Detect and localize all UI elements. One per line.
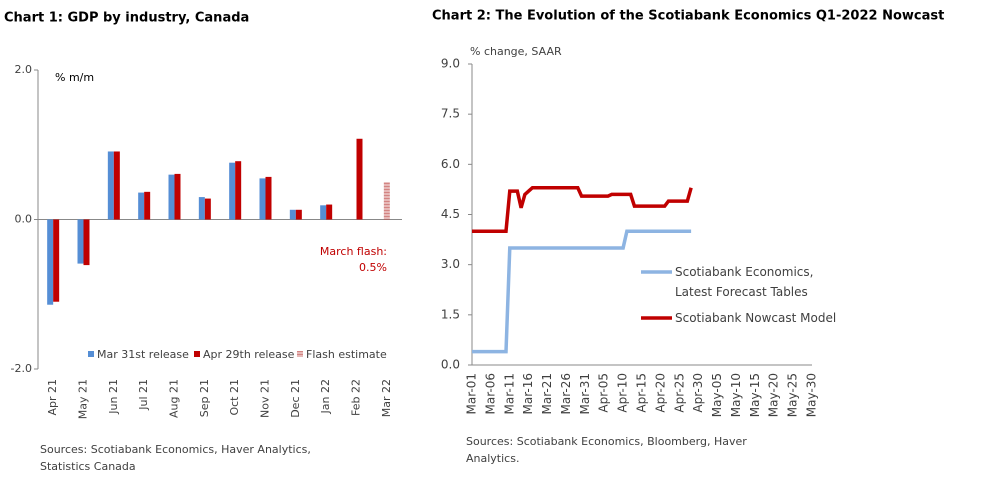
chart-title: Chart 2: The Evolution of the Scotiabank… — [432, 9, 944, 24]
x-tick-label: Mar-31 — [578, 373, 592, 414]
legend-swatch — [297, 351, 303, 357]
bar — [320, 205, 327, 220]
x-tick-label: Mar-26 — [559, 373, 573, 414]
source: Sources: Scotiabank Economics, Bloomberg… — [466, 435, 747, 465]
x-tick-label: Apr-30 — [691, 373, 705, 413]
bar — [174, 173, 181, 220]
legend-label: Mar 31st release — [97, 348, 189, 361]
x-tick-label: Sep 21 — [198, 379, 211, 417]
y-tick-label: 1.5 — [441, 307, 460, 321]
y-tick-label: 3.0 — [441, 257, 460, 271]
axis-label: % change, SAAR — [470, 45, 562, 58]
y-tick-label: 6.0 — [441, 157, 460, 171]
y-tick-label: 2.0 — [15, 63, 33, 76]
bar — [356, 138, 363, 220]
y-tick-label: 9.0 — [441, 57, 460, 71]
x-tick-label: Jul 21 — [137, 379, 150, 411]
x-tick-label: Aug 21 — [168, 379, 181, 418]
x-tick-label: Feb 22 — [350, 379, 363, 416]
x-tick-label: Mar-21 — [540, 373, 554, 414]
x-tick-label: Mar-11 — [502, 373, 516, 414]
y-tick-label: 7.5 — [441, 107, 460, 121]
bar — [138, 192, 145, 220]
bar — [235, 161, 242, 220]
x-tick-label: Apr 21 — [46, 379, 59, 416]
annotation: 0.5% — [359, 261, 387, 274]
x-tick-label: Apr-10 — [616, 373, 630, 413]
annotation: March flash: — [320, 245, 387, 258]
legend-label: Scotiabank Economics, Latest Forecast Ta… — [675, 265, 814, 299]
x-tick-label: Mar-01 — [465, 373, 479, 414]
legend-label: Scotiabank Nowcast Model — [675, 311, 837, 325]
bar — [107, 151, 114, 220]
bar — [144, 191, 151, 220]
x-tick-label: Mar-16 — [521, 373, 535, 414]
x-tick-label: Apr-25 — [672, 373, 686, 413]
bar — [47, 219, 54, 305]
x-tick-label: Mar-06 — [483, 373, 497, 414]
bar — [229, 162, 236, 220]
legend-label: Apr 29th release — [203, 348, 295, 361]
x-tick-label: May-25 — [786, 373, 800, 417]
x-tick-label: Mar 22 — [380, 379, 393, 417]
x-tick-label: May-20 — [767, 373, 781, 417]
bar — [83, 219, 90, 266]
x-tick-label: Apr-20 — [653, 373, 667, 413]
bar — [53, 219, 60, 302]
bar — [168, 174, 175, 220]
bar — [295, 209, 302, 220]
x-tick-label: May-30 — [805, 373, 819, 417]
x-tick-label: Apr-15 — [635, 373, 649, 413]
x-tick-label: Jun 21 — [107, 379, 120, 415]
x-tick-label: Apr-05 — [597, 373, 611, 413]
x-tick-label: Nov 21 — [259, 379, 272, 418]
line — [472, 185, 693, 233]
bar — [289, 209, 296, 220]
legend-label: Flash estimate — [306, 348, 387, 361]
x-tick-label: May-10 — [729, 373, 743, 417]
bar — [204, 198, 211, 220]
bar — [383, 182, 390, 220]
y-tick-label: 0.0 — [441, 358, 460, 372]
x-tick-label: Jan 22 — [319, 379, 332, 414]
bar — [265, 176, 272, 220]
x-tick-label: May-15 — [748, 373, 762, 417]
x-tick-label: May-05 — [710, 373, 724, 417]
x-tick-label: Dec 21 — [289, 379, 302, 418]
legend-swatch — [88, 351, 94, 357]
y-tick-label: 0.0 — [15, 213, 33, 226]
x-tick-label: Oct 21 — [228, 379, 241, 416]
y-tick-label: -2.0 — [11, 362, 32, 375]
source: Sources: Scotiabank Economics, Haver Ana… — [40, 443, 311, 473]
bar — [77, 219, 84, 264]
bar — [113, 151, 120, 220]
bar — [326, 204, 333, 220]
bar — [198, 197, 205, 220]
line — [472, 229, 692, 354]
legend-swatch — [194, 351, 200, 357]
chart-title: Chart 1: GDP by industry, Canada — [4, 11, 249, 26]
y-tick-label: 4.5 — [441, 207, 460, 221]
axis-label: % m/m — [55, 71, 94, 84]
x-tick-label: May 21 — [77, 379, 90, 419]
bar — [259, 178, 266, 220]
